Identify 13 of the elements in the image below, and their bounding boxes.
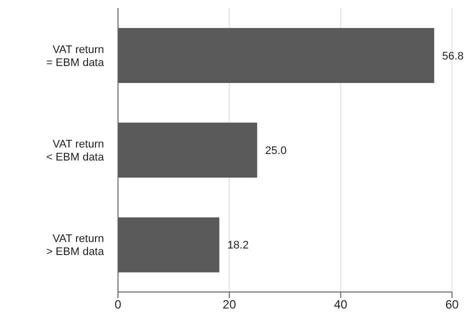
- x-tick-label: 0: [114, 298, 122, 312]
- bar: [118, 217, 220, 272]
- bar: [118, 28, 434, 83]
- y-tick-label: VAT return > EBM data: [46, 233, 105, 258]
- x-tick-label: 20: [222, 298, 236, 312]
- x-tick-label: 40: [334, 298, 348, 312]
- bar: [118, 122, 258, 178]
- x-tick-label: 60: [445, 298, 459, 312]
- y-tick-label: VAT return = EBM data: [46, 44, 105, 69]
- data-label: 56.8: [442, 50, 464, 62]
- data-label: 18.2: [227, 240, 249, 252]
- y-tick-label: VAT return < EBM data: [46, 138, 105, 164]
- data-label: 25.0: [265, 145, 287, 158]
